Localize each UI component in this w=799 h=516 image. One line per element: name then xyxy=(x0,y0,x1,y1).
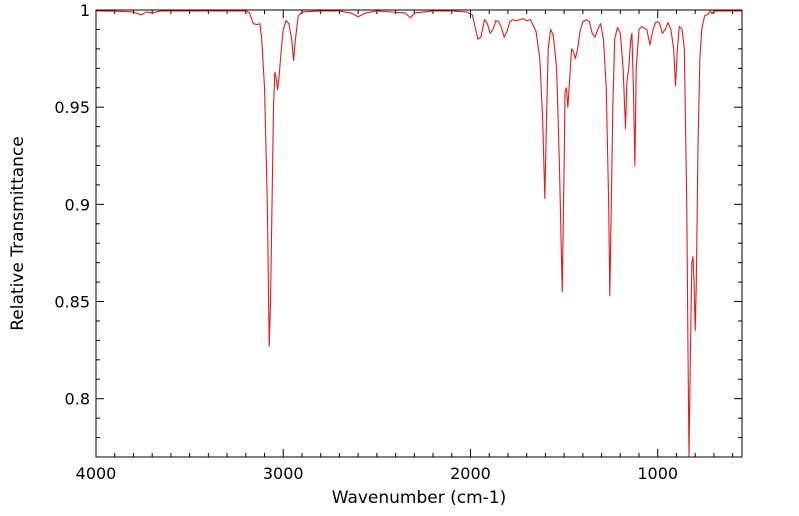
y-tick-label: 0.8 xyxy=(65,390,90,409)
y-tick-label: 0.85 xyxy=(54,293,90,312)
x-axis-label: Wavenumber (cm-1) xyxy=(332,488,507,508)
y-tick-label: 1 xyxy=(80,1,90,20)
x-tick-label: 3000 xyxy=(263,464,304,483)
y-tick-label: 0.95 xyxy=(54,98,90,117)
plot-series xyxy=(96,10,742,457)
x-tick-label: 1000 xyxy=(637,464,678,483)
plot-frame xyxy=(95,9,743,458)
y-tick-label: 0.9 xyxy=(65,195,90,214)
spectrum-line-0 xyxy=(96,10,742,457)
x-tick-label: 2000 xyxy=(450,464,491,483)
y-axis-label: Relative Transmittance xyxy=(8,136,28,331)
tick-labels: 4000 3000 2000 1000 0.8 0.85 0.9 0.95 1 xyxy=(54,1,678,483)
x-tick-label: 4000 xyxy=(76,464,117,483)
